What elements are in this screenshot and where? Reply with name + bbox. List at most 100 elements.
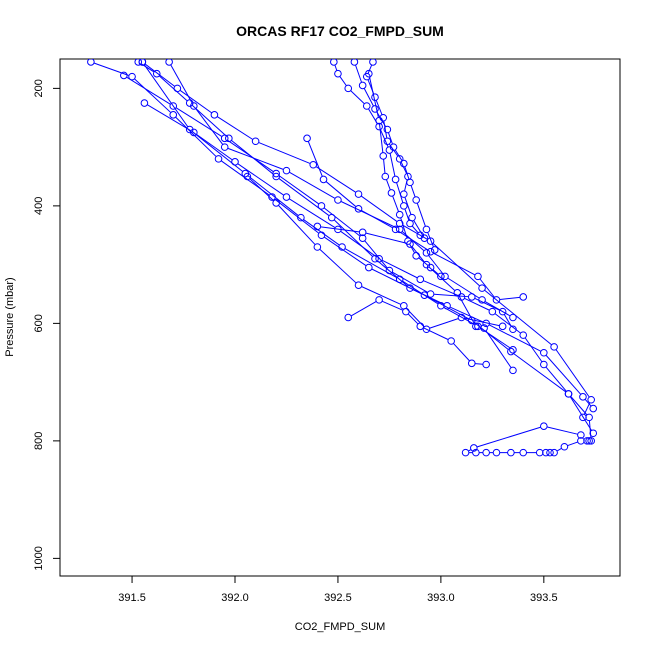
data-point bbox=[560, 442, 569, 451]
data-point bbox=[303, 134, 311, 143]
plot-frame bbox=[59, 58, 621, 577]
x-axis-label: CO2_FMPD_SUM bbox=[295, 621, 385, 633]
series-line-segment bbox=[556, 448, 562, 452]
series-line-segment bbox=[278, 175, 319, 205]
data-point bbox=[369, 59, 377, 66]
data-point bbox=[282, 193, 291, 201]
data-point bbox=[138, 59, 147, 66]
series-line-segment bbox=[398, 230, 428, 251]
data-point bbox=[498, 322, 507, 331]
x-tick-label: 393.0 bbox=[427, 592, 455, 604]
data-point bbox=[358, 81, 367, 90]
data-point bbox=[550, 343, 558, 351]
x-tick-label: 391.5 bbox=[118, 592, 146, 604]
data-point bbox=[540, 422, 548, 430]
series-line-segment bbox=[503, 314, 512, 327]
y-axis: 200 400 600 800 1000 bbox=[33, 79, 60, 571]
data-point bbox=[492, 296, 501, 304]
y-tick-label: 1000 bbox=[33, 546, 45, 570]
data-point bbox=[371, 93, 379, 101]
data-point bbox=[507, 448, 515, 457]
series-line-segment bbox=[584, 399, 592, 407]
series-line-segment bbox=[249, 178, 274, 201]
data-point bbox=[350, 59, 359, 66]
series-line-segment bbox=[468, 449, 472, 452]
data-point bbox=[540, 348, 548, 357]
data-point bbox=[467, 359, 476, 368]
data-point bbox=[519, 448, 528, 457]
data-point bbox=[482, 448, 490, 457]
data-point bbox=[461, 448, 470, 457]
data-point bbox=[422, 225, 431, 234]
x-tick-label: 393.5 bbox=[530, 592, 558, 604]
data-point bbox=[375, 296, 383, 304]
data-point bbox=[472, 322, 480, 331]
data-point bbox=[87, 59, 95, 66]
data-point bbox=[416, 322, 425, 331]
data-point bbox=[297, 213, 305, 222]
series-line-segment bbox=[450, 306, 484, 323]
series-line-segment bbox=[289, 171, 336, 199]
series-line-segment bbox=[464, 317, 500, 327]
data-point bbox=[220, 143, 229, 151]
data-point bbox=[426, 290, 435, 298]
series-line-segment bbox=[409, 243, 415, 254]
data-point bbox=[381, 172, 390, 181]
series-line-segment bbox=[545, 355, 581, 395]
data-point bbox=[509, 313, 517, 322]
data-point bbox=[243, 172, 252, 181]
series-line-segment bbox=[394, 149, 403, 161]
data-point bbox=[422, 249, 431, 257]
data-point bbox=[387, 189, 396, 197]
series-line-segment bbox=[489, 324, 541, 352]
data-point bbox=[344, 313, 353, 322]
series-line-segment bbox=[196, 134, 233, 161]
series-line-segment bbox=[376, 111, 386, 127]
data-point bbox=[519, 293, 528, 301]
series-line-segment bbox=[325, 181, 357, 207]
series-line-segment bbox=[427, 232, 434, 247]
series-line-segment bbox=[278, 178, 330, 216]
data-point bbox=[542, 448, 550, 457]
y-tick-label: 200 bbox=[33, 79, 45, 97]
series-line-segment bbox=[413, 220, 424, 236]
data-point bbox=[319, 175, 328, 184]
series-line-segment bbox=[350, 90, 365, 104]
data-point bbox=[365, 263, 373, 272]
series-line-segment bbox=[382, 259, 418, 279]
series-line-segment bbox=[485, 330, 512, 368]
series-line-segment bbox=[545, 366, 567, 392]
series-line-segment bbox=[423, 280, 459, 297]
series-line-segment bbox=[379, 124, 384, 153]
series-line-segment bbox=[484, 289, 552, 346]
data-point bbox=[400, 301, 408, 310]
data-point bbox=[498, 307, 507, 316]
data-point bbox=[140, 99, 149, 107]
y-tick-label: 800 bbox=[33, 432, 45, 450]
data-point bbox=[395, 275, 404, 284]
series-line-segment bbox=[429, 318, 459, 329]
data-point bbox=[589, 429, 598, 438]
data-point bbox=[472, 448, 480, 457]
data-point bbox=[585, 437, 593, 445]
data-point bbox=[480, 324, 488, 332]
series-line-segment bbox=[159, 75, 188, 102]
data-point bbox=[317, 202, 326, 210]
data-point bbox=[395, 219, 404, 228]
series-line-segment bbox=[227, 139, 274, 172]
data-point bbox=[358, 228, 367, 237]
data-point bbox=[408, 213, 416, 222]
data-point bbox=[467, 293, 476, 301]
series-line-segment bbox=[247, 175, 299, 216]
series-line-segment bbox=[175, 116, 217, 157]
series-line-segment bbox=[402, 280, 439, 305]
data-point bbox=[412, 252, 420, 260]
series-line-segment bbox=[386, 179, 391, 190]
series-line-segment bbox=[477, 426, 541, 448]
series-line-segment bbox=[195, 108, 224, 145]
series-line-segment bbox=[320, 226, 360, 233]
series-line-segment bbox=[418, 257, 429, 266]
data-point bbox=[251, 137, 260, 146]
series-line-segment bbox=[179, 90, 212, 114]
